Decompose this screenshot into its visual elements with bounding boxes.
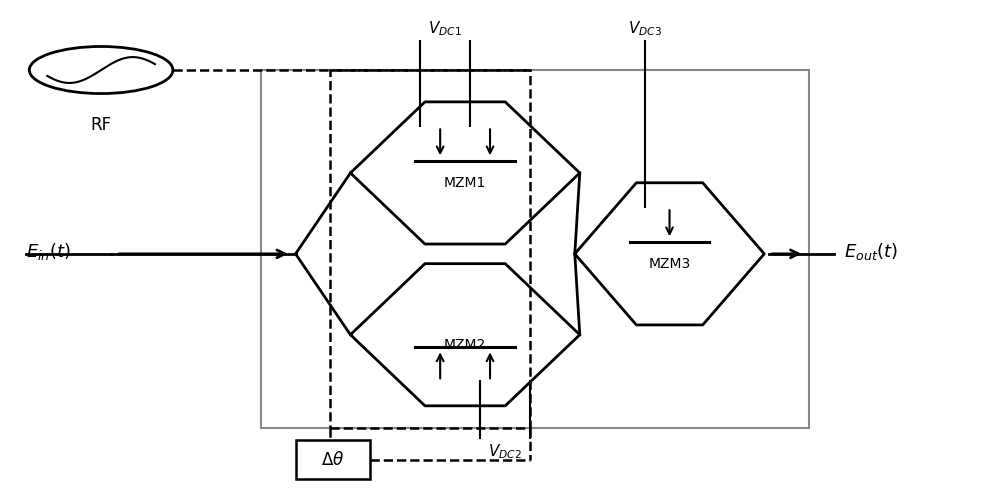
Text: MZM3: MZM3	[648, 257, 691, 271]
Text: $E_{in}(t)$: $E_{in}(t)$	[26, 241, 71, 262]
Bar	[330, 70, 530, 428]
Text: MZM2: MZM2	[444, 338, 486, 352]
Text: $V_{DC3}$: $V_{DC3}$	[628, 19, 662, 38]
Text: MZM1: MZM1	[444, 176, 486, 190]
Text: $V_{DC2}$: $V_{DC2}$	[488, 443, 522, 461]
Bar	[261, 70, 809, 428]
Text: $V_{DC1}$: $V_{DC1}$	[428, 19, 462, 38]
Text: $\Delta\theta$: $\Delta\theta$	[321, 451, 345, 469]
Text: $E_{out}(t)$: $E_{out}(t)$	[844, 241, 898, 262]
Text: RF: RF	[91, 116, 112, 134]
Bar	[296, 440, 370, 479]
